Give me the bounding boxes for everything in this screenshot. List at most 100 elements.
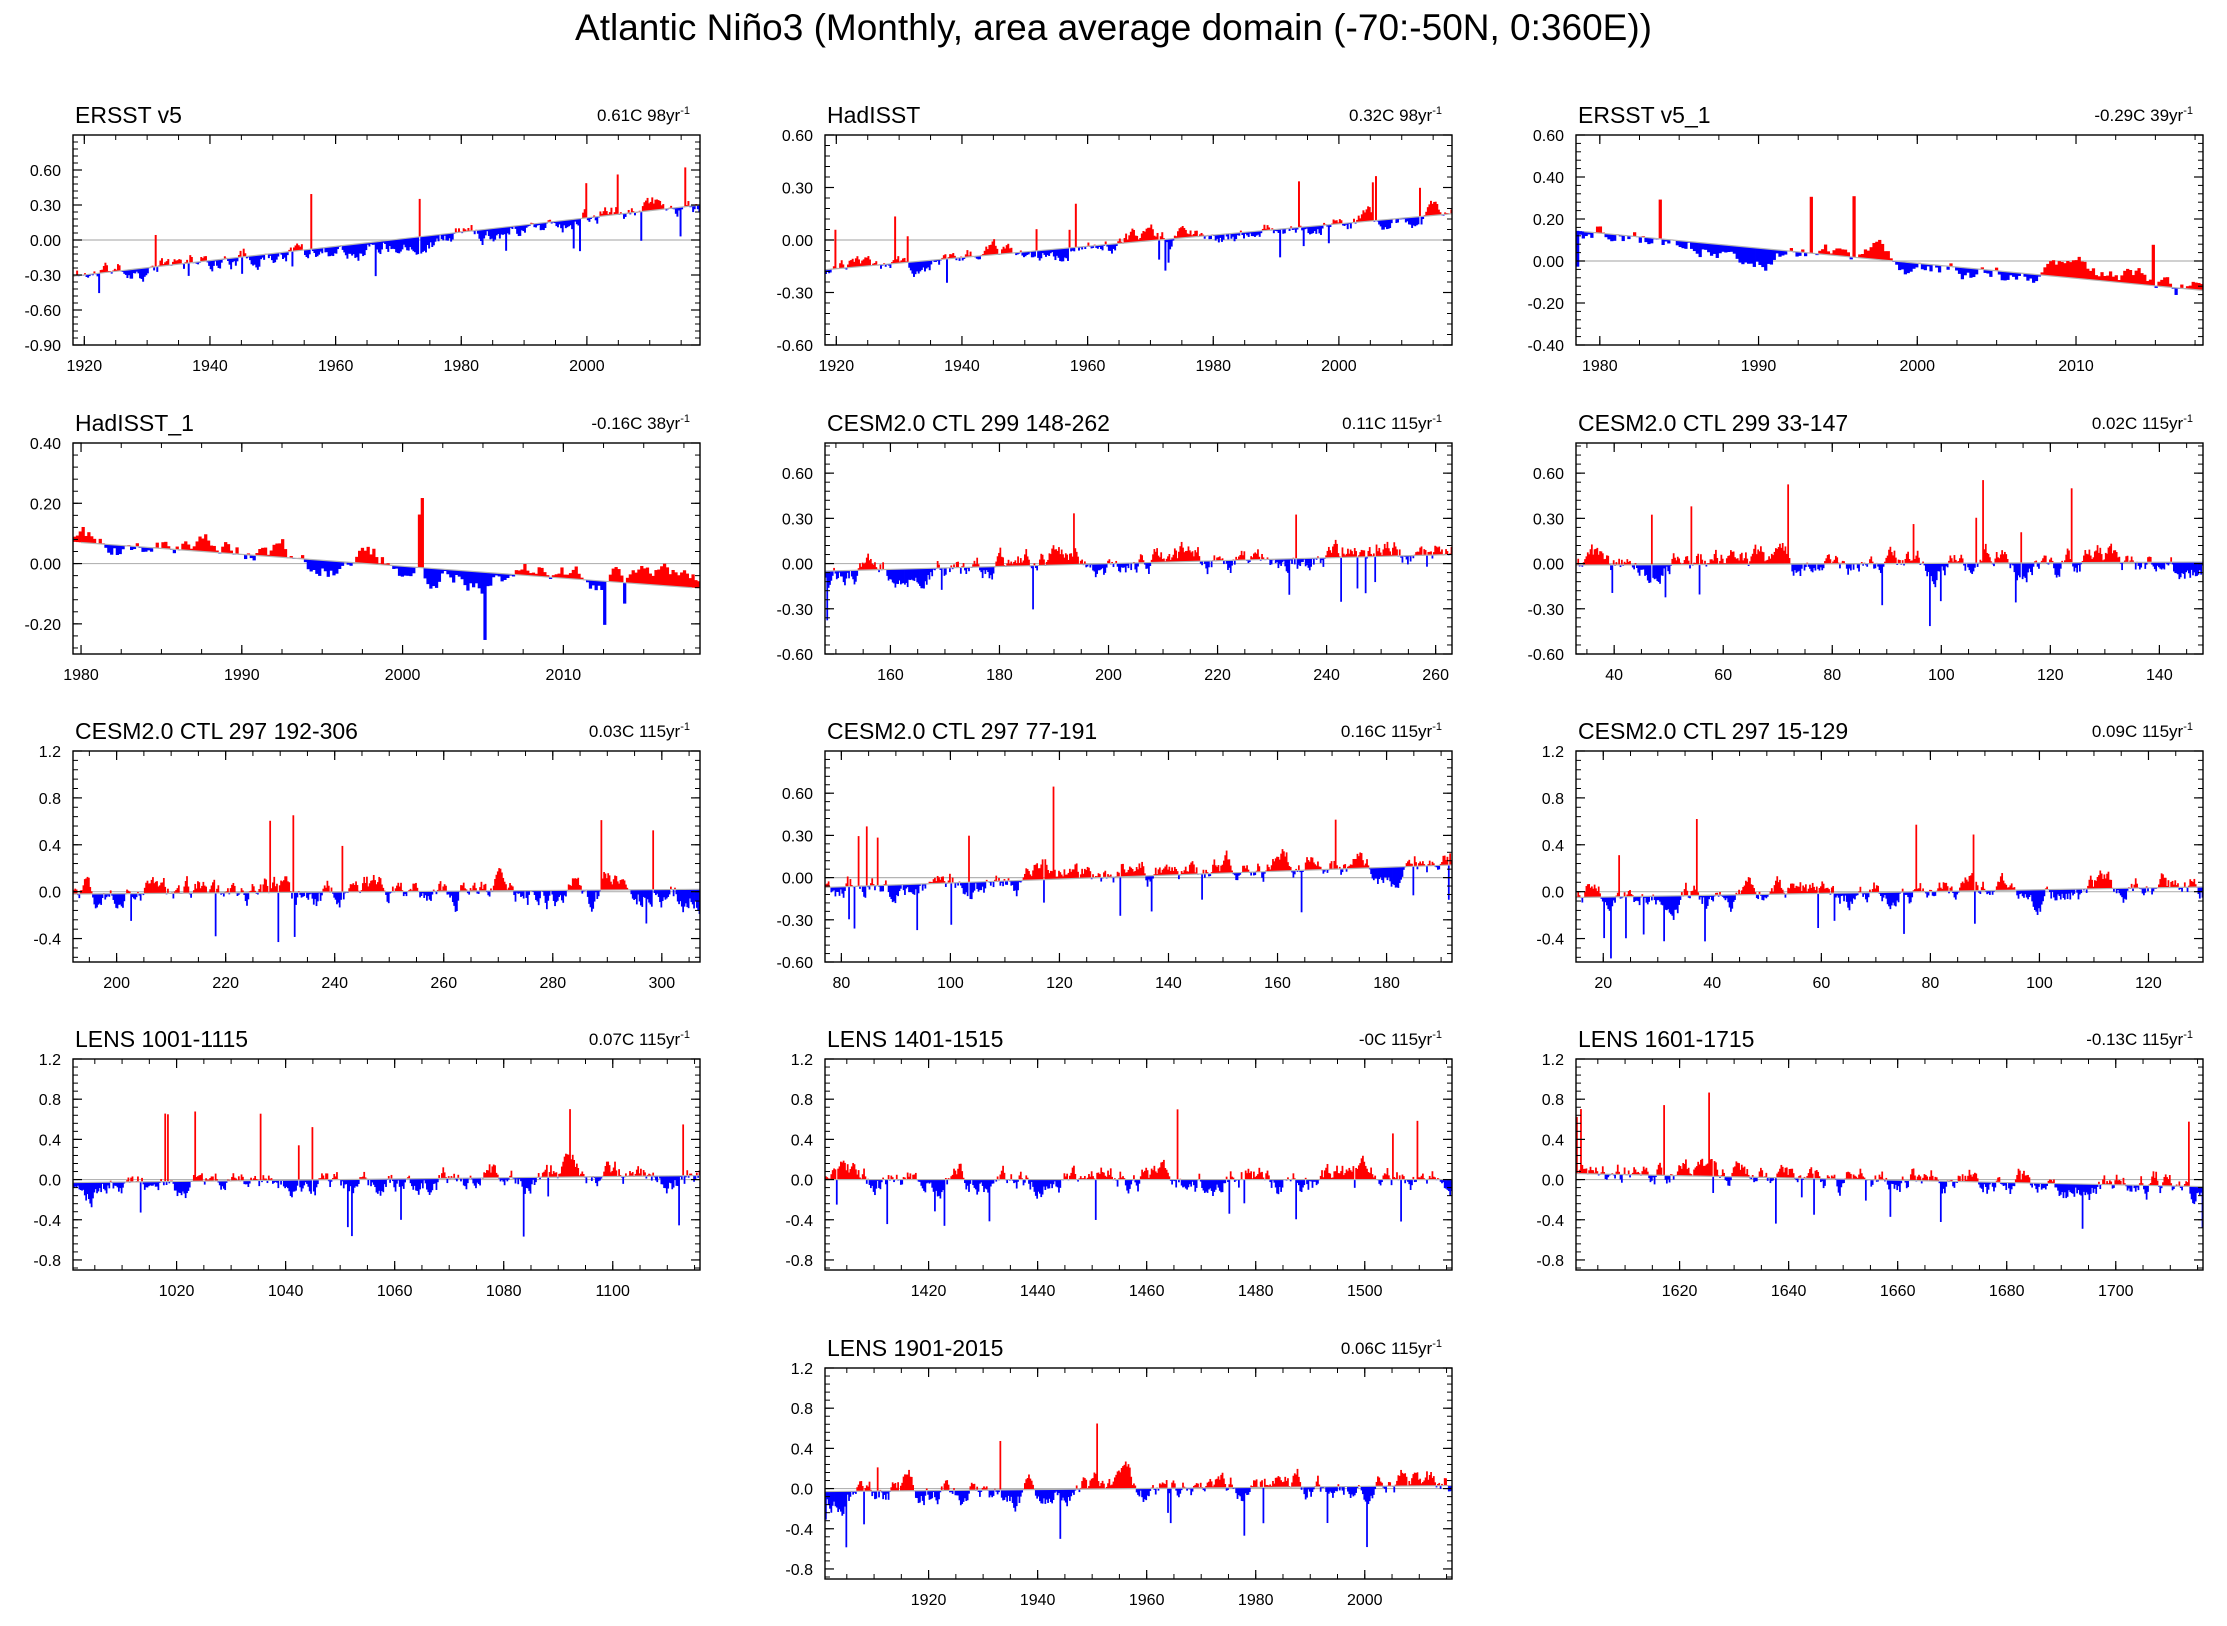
anomaly-bar (1144, 231, 1146, 242)
anomaly-bar (1954, 891, 1957, 900)
anomaly-bar (1934, 891, 1937, 896)
anomaly-bar (165, 1181, 168, 1185)
anomaly-bar (426, 236, 429, 245)
anomaly-bar (1411, 863, 1413, 867)
anomaly-bar (690, 889, 693, 903)
anomaly-bar (2077, 256, 2081, 279)
anomaly-bar (2137, 562, 2140, 566)
anomaly-bar (1430, 551, 1432, 556)
anomaly-bar (311, 1127, 314, 1180)
anomaly-bar (372, 1179, 375, 1185)
anomaly-bar (1974, 890, 1976, 924)
x-tick-label: 100 (2026, 975, 2053, 992)
anomaly-bar (1246, 865, 1248, 873)
anomaly-bar (655, 889, 657, 896)
anomaly-bar (1375, 544, 1378, 557)
anomaly-bar (1165, 864, 1168, 876)
anomaly-bar (982, 254, 985, 256)
anomaly-bar (998, 878, 1000, 882)
anomaly-bar (245, 256, 248, 259)
anomaly-bar (208, 260, 211, 266)
anomaly-bar (260, 254, 262, 260)
anomaly-bar (550, 221, 553, 224)
anomaly-bar (541, 223, 544, 230)
anomaly-bar (2027, 562, 2029, 573)
anomaly-bar (378, 876, 381, 892)
anomaly-bar (891, 262, 893, 264)
anomaly-bar (1049, 249, 1052, 254)
anomaly-bar (266, 885, 269, 893)
anomaly-bar (1379, 220, 1382, 227)
anomaly-bar (985, 566, 988, 571)
anomaly-bar (1442, 214, 1445, 216)
anomaly-bar (486, 229, 489, 232)
anomaly-bar (1806, 562, 1809, 564)
anomaly-bar (77, 1182, 79, 1186)
anomaly-bar (1739, 554, 1742, 565)
anomaly-bar (678, 889, 680, 905)
anomaly-bar (1347, 866, 1349, 869)
anomaly-bar (195, 541, 199, 551)
anomaly-bar (634, 212, 636, 216)
anomaly-bar (1660, 896, 1663, 905)
anomaly-bar (338, 561, 342, 570)
anomaly-bar (1060, 248, 1063, 262)
anomaly-bar (75, 535, 80, 543)
anomaly-bar (1056, 249, 1058, 256)
anomaly-bar (373, 242, 376, 245)
anomaly-bar (1123, 869, 1126, 877)
anomaly-bar (1368, 547, 1371, 557)
anomaly-bar (161, 542, 165, 549)
anomaly-bar (1811, 882, 1814, 894)
anomaly-bar (959, 882, 962, 886)
anomaly-bar (665, 567, 670, 586)
anomaly-bar (415, 237, 418, 255)
anomaly-bar (229, 550, 233, 554)
anomaly-bar (1600, 897, 1603, 899)
anomaly-bar (2104, 552, 2107, 563)
anomaly-bar (361, 883, 364, 892)
anomaly-bar (1309, 226, 1311, 235)
anomaly-bar (984, 566, 987, 574)
anomaly-bar (1151, 229, 1154, 241)
anomaly-bar (865, 257, 868, 267)
anomaly-bar (272, 882, 274, 893)
anomaly-bar (1586, 884, 1589, 898)
anomaly-bar (1006, 880, 1009, 885)
anomaly-bar (2057, 562, 2059, 576)
anomaly-bar (1167, 556, 1169, 563)
anomaly-bar (2072, 889, 2074, 896)
anomaly-bar (1045, 561, 1048, 566)
anomaly-bar (1750, 884, 1753, 895)
anomaly-bar (487, 890, 490, 896)
anomaly-bar (557, 573, 561, 578)
anomaly-bar (1307, 226, 1310, 234)
anomaly-bar (1340, 557, 1342, 602)
anomaly-bar (1085, 870, 1088, 879)
anomaly-bar (1333, 544, 1336, 558)
anomaly-bar (242, 248, 245, 257)
anomaly-bar (1989, 557, 1991, 564)
anomaly-bar (479, 1178, 481, 1186)
trend-line (72, 888, 701, 895)
anomaly-bar (571, 569, 575, 579)
anomaly-bar (2191, 281, 2195, 290)
anomaly-bar (1055, 876, 1058, 880)
anomaly-bar (1997, 557, 1999, 564)
anomaly-bar (889, 569, 891, 579)
anomaly-bar (1817, 893, 1820, 928)
anomaly-bar (865, 826, 868, 886)
anomaly-bar (2159, 879, 2162, 888)
anomaly-bar (675, 889, 678, 895)
anomaly-bar (825, 571, 827, 578)
anomaly-bar (183, 263, 185, 269)
anomaly-bar (1836, 557, 1839, 564)
anomaly-bar (78, 531, 82, 543)
anomaly-bar (927, 568, 929, 575)
anomaly-bar (839, 570, 842, 577)
anomaly-bar (109, 1180, 112, 1183)
anomaly-bar (1770, 888, 1773, 895)
anomaly-bar (2013, 887, 2016, 891)
anomaly-bar (979, 881, 981, 891)
anomaly-bar (1250, 556, 1253, 560)
